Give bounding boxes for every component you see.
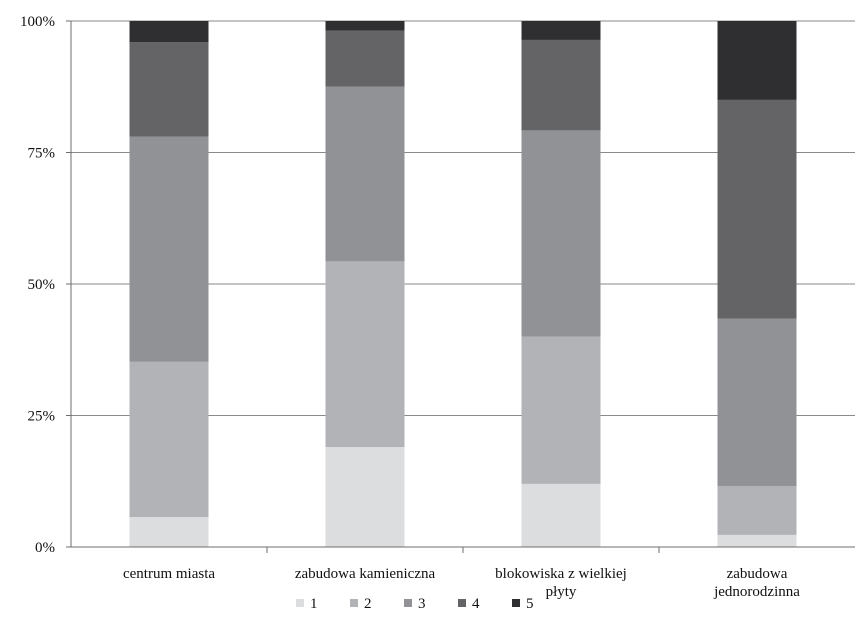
bar-segment-2-series-3	[325, 86, 405, 262]
legend-swatch-2	[350, 599, 358, 607]
legend-label-5: 5	[526, 596, 534, 612]
bar-segment-2-series-1	[325, 447, 405, 547]
bar-segment-3-series-1	[521, 483, 601, 547]
y-tick-label: 100%	[20, 14, 55, 30]
category-label: centrum miasta	[123, 566, 215, 582]
bar-segment-1-series-2	[129, 361, 209, 518]
bar-segment-2-series-2	[325, 261, 405, 448]
legend-swatch-3	[404, 599, 412, 607]
legend-swatch-5	[512, 599, 520, 607]
y-tick-label: 25%	[28, 409, 56, 425]
legend-label-2: 2	[364, 596, 372, 612]
legend-label-1: 1	[310, 596, 318, 612]
category-label: blokowiska z wielkiej płyty	[495, 566, 627, 600]
bar-segment-3-series-2	[521, 336, 601, 484]
bar-segment-1-series-4	[129, 42, 209, 137]
category-label: zabudowa jednorodzinna	[713, 566, 800, 600]
y-tick-label: 75%	[28, 146, 56, 162]
y-tick-label: 50%	[28, 277, 56, 293]
y-tick-label: 0%	[35, 540, 55, 556]
bar-segment-2-series-5	[325, 21, 405, 31]
bar-segment-4-series-2	[717, 485, 797, 535]
bar-segment-4-series-5	[717, 21, 797, 100]
bar-segment-1-series-1	[129, 517, 209, 547]
bar-segment-2-series-4	[325, 30, 405, 87]
bar-segment-3-series-3	[521, 130, 601, 337]
bar-segment-1-series-3	[129, 136, 209, 362]
bar-segment-3-series-5	[521, 21, 601, 40]
legend-label-4: 4	[472, 596, 480, 612]
legend-label-3: 3	[418, 596, 426, 612]
bar-segment-4-series-3	[717, 318, 797, 486]
bar-segment-1-series-5	[129, 21, 209, 43]
x-axis-categories: centrum miasta zabudowa kamieniczna blokow…	[123, 566, 800, 600]
bars	[129, 21, 797, 547]
legend-swatch-1	[296, 599, 304, 607]
bar-segment-4-series-4	[717, 99, 797, 319]
legend: 1 2 3 4 5	[296, 596, 534, 612]
axes	[70, 21, 855, 553]
bar-segment-4-series-1	[717, 534, 797, 547]
category-label: zabudowa kamieniczna	[295, 566, 436, 582]
legend-swatch-4	[458, 599, 466, 607]
y-axis-ticks: 0% 25% 50% 75% 100%	[20, 14, 71, 556]
bar-segment-3-series-4	[521, 39, 601, 131]
